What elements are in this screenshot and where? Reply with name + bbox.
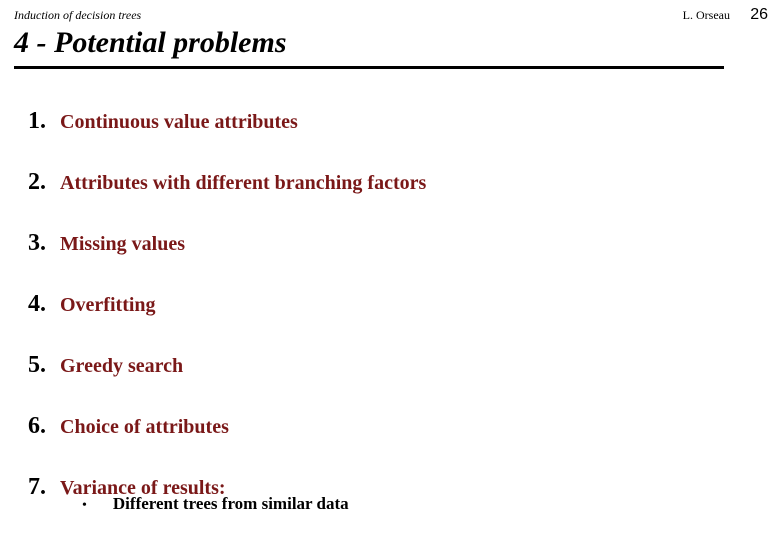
title-rule bbox=[14, 66, 724, 69]
list-item: 3. Missing values bbox=[28, 230, 728, 257]
list-item: 4. Overfitting bbox=[28, 291, 728, 318]
list-item: 2. Attributes with different branching f… bbox=[28, 169, 728, 196]
item-text: Greedy search bbox=[60, 355, 183, 378]
item-number: 6. bbox=[28, 413, 60, 440]
item-text: Overfitting bbox=[60, 294, 156, 317]
bullet-icon: • bbox=[82, 498, 87, 514]
header-left: Induction of decision trees bbox=[14, 8, 141, 23]
item-text: Missing values bbox=[60, 233, 185, 256]
item-text: Choice of attributes bbox=[60, 416, 229, 439]
item-number: 2. bbox=[28, 169, 60, 196]
item-number: 7. bbox=[28, 474, 60, 501]
item-number: 4. bbox=[28, 291, 60, 318]
list-item: 6. Choice of attributes bbox=[28, 413, 728, 440]
item-number: 3. bbox=[28, 230, 60, 257]
list-item: 1. Continuous value attributes bbox=[28, 108, 728, 135]
list-item: 5. Greedy search bbox=[28, 352, 728, 379]
item-number: 1. bbox=[28, 108, 60, 135]
subitem-text: Different trees from similar data bbox=[113, 494, 349, 514]
item-text: Attributes with different branching fact… bbox=[60, 172, 426, 195]
item-number: 5. bbox=[28, 352, 60, 379]
slide-title: 4 - Potential problems bbox=[14, 26, 287, 60]
item-text: Continuous value attributes bbox=[60, 111, 298, 134]
problems-list: 1. Continuous value attributes 2. Attrib… bbox=[28, 108, 728, 535]
header-author: L. Orseau bbox=[683, 8, 730, 23]
sublist: • Different trees from similar data bbox=[82, 494, 349, 514]
page-number: 26 bbox=[750, 6, 768, 24]
